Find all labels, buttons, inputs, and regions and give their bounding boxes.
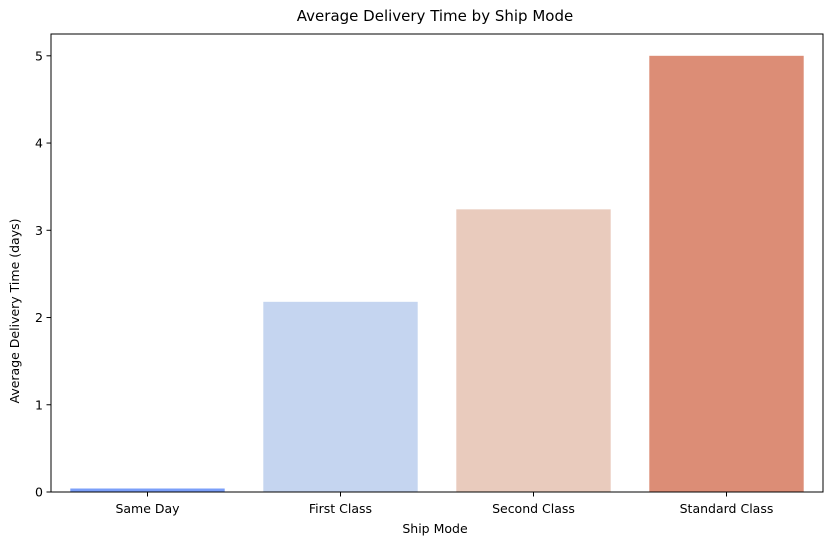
x-tick-label: First Class: [309, 501, 372, 516]
y-tick-label: 5: [35, 48, 43, 63]
y-tick-label: 3: [35, 223, 43, 238]
plot-area: Same Day First Class Second Class Standard …: [35, 33, 824, 516]
bar-first-class: [263, 301, 418, 492]
plot-frame: [50, 33, 824, 493]
x-tick-label: Second Class: [492, 501, 575, 516]
x-tick-label: Same Day: [115, 501, 180, 516]
bar-same-day: [70, 488, 225, 492]
bar-standard-class: [649, 55, 804, 493]
y-tick-label: 1: [35, 397, 43, 412]
y-tick-label: 2: [35, 310, 43, 325]
x-tick-label: Standard Class: [680, 501, 774, 516]
y-tick-label: 4: [35, 136, 43, 151]
chart-title: Average Delivery Time by Ship Mode: [297, 7, 573, 25]
y-tick-label: 0: [35, 485, 43, 500]
x-axis-title: Ship Mode: [402, 521, 468, 536]
y-axis-title: Average Delivery Time (days): [7, 219, 22, 404]
bar-second-class: [456, 209, 611, 492]
